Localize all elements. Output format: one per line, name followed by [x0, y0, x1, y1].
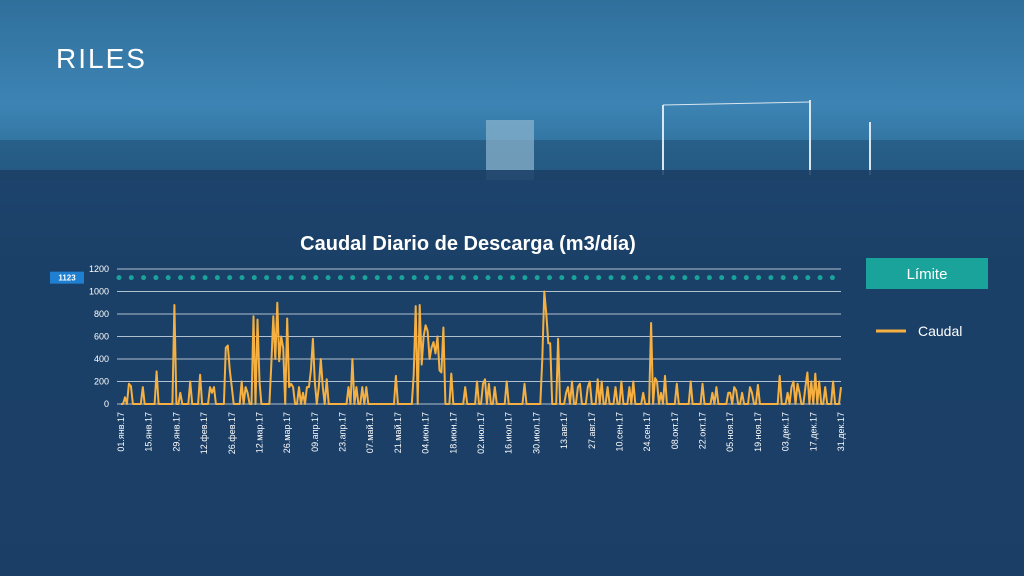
y-tick-label: 200 [94, 377, 109, 387]
x-tick-label: 24.сен.17 [642, 412, 652, 452]
x-tick-label: 26.мар.17 [282, 412, 292, 453]
legend-limit-label: Límite [907, 266, 948, 283]
y-tick-label: 0 [104, 399, 109, 409]
x-tick-label: 02.июл.17 [476, 412, 486, 454]
y-tick-label: 600 [94, 332, 109, 342]
x-tick-label: 04.июн.17 [421, 412, 431, 454]
legend-label: Caudal [918, 323, 962, 339]
x-tick-label: 10.сен.17 [614, 412, 624, 452]
chart-title: Caudal Diario de Descarga (m3/día) [300, 233, 636, 255]
y-tick-label: 400 [94, 354, 109, 364]
x-tick-label: 31.дек.17 [836, 412, 846, 451]
x-tick-label: 27.авг.17 [587, 412, 597, 449]
x-tick-label: 05.ноя.17 [725, 412, 735, 452]
x-tick-label: 19.ноя.17 [753, 412, 763, 452]
limit-label: 1123 [58, 274, 76, 283]
background-scene [0, 100, 1024, 180]
x-tick-label: 29.янв.17 [171, 412, 181, 452]
x-tick-label: 22.окт.17 [698, 412, 708, 449]
y-tick-label: 800 [94, 309, 109, 319]
x-tick-label: 26.фев.17 [227, 412, 237, 454]
x-tick-label: 09.апр.17 [310, 412, 320, 452]
x-tick-label: 01.янв.17 [116, 412, 126, 452]
limit-label-box [50, 271, 84, 284]
x-tick-label: 12.фев.17 [199, 412, 209, 454]
y-tick-label: 1000 [89, 287, 109, 297]
x-tick-label: 03.дек.17 [781, 412, 791, 451]
x-tick-label: 12.мар.17 [254, 412, 264, 453]
x-tick-label: 13.авг.17 [559, 412, 569, 449]
x-tick-label: 30.июл.17 [531, 412, 541, 454]
x-tick-label: 07.май.17 [365, 412, 375, 453]
slide-title: RILES [56, 43, 147, 74]
x-tick-label: 17.дек.17 [808, 412, 818, 451]
content-panel [0, 170, 1024, 576]
x-tick-label: 16.июл.17 [504, 412, 514, 454]
legend-limit-box [866, 258, 988, 289]
y-tick-label: 1200 [89, 264, 109, 274]
x-tick-label: 08.окт.17 [670, 412, 680, 449]
x-tick-label: 15.янв.17 [144, 412, 154, 452]
x-tick-label: 23.апр.17 [338, 412, 348, 452]
x-tick-label: 18.июн.17 [448, 412, 458, 454]
series-line [121, 290, 842, 405]
x-tick-label: 21.май.17 [393, 412, 403, 453]
